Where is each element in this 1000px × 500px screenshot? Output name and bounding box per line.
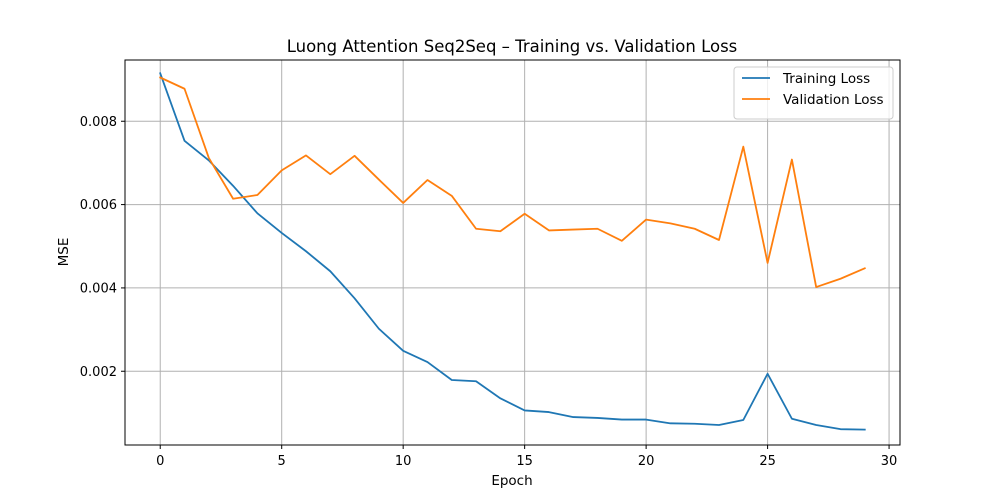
x-tick-label: 30 [881, 454, 898, 469]
y-tick-label: 0.002 [80, 365, 117, 380]
x-tick-label: 25 [759, 454, 776, 469]
grid [125, 60, 900, 445]
y-tick-label: 0.008 [80, 115, 117, 130]
x-tick-label: 0 [156, 454, 164, 469]
y-tick-label: 0.004 [80, 281, 117, 296]
y-axis-label: MSE [56, 238, 72, 267]
plot-area-frame [124, 59, 901, 446]
legend-box [733, 66, 894, 120]
legend-label-training-loss: Training Loss [782, 71, 870, 87]
chart-title: Luong Attention Seq2Seq – Training vs. V… [287, 37, 738, 56]
validation-loss-line [159, 76, 866, 288]
x-tick-label: 15 [516, 454, 533, 469]
x-tick-label: 10 [395, 454, 412, 469]
axis-ticks: 0 5 10 15 20 25 30 0.002 0.004 0.006 0.008 [80, 115, 898, 469]
legend-label-validation-loss: Validation Loss [783, 92, 884, 108]
x-tick-label: 5 [278, 454, 286, 469]
y-tick-label: 0.006 [80, 198, 117, 213]
series-lines [159, 72, 866, 431]
x-tick-label: 20 [638, 454, 655, 469]
x-axis-label: Epoch [491, 473, 532, 489]
training-loss-line [159, 72, 866, 431]
legend: Training Loss Validation Loss [733, 66, 894, 120]
